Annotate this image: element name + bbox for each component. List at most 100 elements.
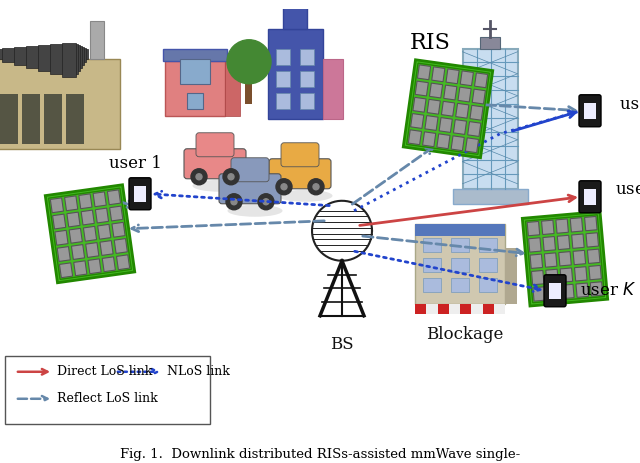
Bar bbox=[415, 224, 505, 236]
Bar bbox=[572, 234, 584, 248]
Bar bbox=[44, 94, 62, 144]
Bar bbox=[427, 100, 440, 114]
Bar bbox=[79, 194, 92, 209]
Bar bbox=[2, 48, 86, 62]
Bar bbox=[423, 258, 441, 272]
Bar bbox=[460, 304, 471, 314]
Text: user $K$: user $K$ bbox=[580, 282, 636, 299]
Bar bbox=[451, 258, 469, 272]
Bar bbox=[453, 119, 467, 134]
Bar bbox=[300, 49, 314, 65]
Bar bbox=[74, 261, 87, 275]
Bar bbox=[275, 93, 289, 109]
Bar bbox=[55, 231, 68, 245]
Bar bbox=[429, 83, 443, 98]
FancyBboxPatch shape bbox=[269, 159, 331, 189]
Bar bbox=[446, 69, 459, 84]
Bar bbox=[451, 278, 469, 292]
Bar bbox=[268, 29, 323, 119]
FancyBboxPatch shape bbox=[231, 158, 269, 182]
Circle shape bbox=[308, 179, 324, 195]
Bar bbox=[413, 97, 426, 112]
Bar bbox=[474, 73, 488, 88]
Bar bbox=[300, 71, 314, 87]
Bar bbox=[114, 238, 127, 253]
Bar bbox=[451, 238, 469, 252]
Bar bbox=[589, 265, 602, 280]
Bar bbox=[62, 43, 76, 77]
Bar bbox=[417, 65, 431, 80]
Circle shape bbox=[258, 194, 274, 210]
Bar bbox=[438, 304, 449, 314]
Bar bbox=[225, 61, 240, 116]
Bar bbox=[165, 61, 225, 116]
Bar bbox=[483, 304, 493, 314]
Bar bbox=[67, 212, 80, 227]
Bar bbox=[98, 225, 111, 239]
Bar bbox=[468, 122, 481, 137]
Bar bbox=[26, 46, 82, 68]
Circle shape bbox=[191, 169, 207, 185]
Bar bbox=[408, 130, 422, 144]
Bar bbox=[45, 185, 135, 283]
Ellipse shape bbox=[227, 205, 282, 217]
Circle shape bbox=[196, 174, 202, 180]
Bar bbox=[275, 49, 289, 65]
Bar bbox=[432, 67, 445, 81]
Bar bbox=[493, 304, 505, 314]
Bar bbox=[300, 93, 314, 109]
Circle shape bbox=[228, 174, 234, 180]
Bar bbox=[180, 59, 210, 84]
Bar bbox=[471, 304, 483, 314]
Bar bbox=[51, 198, 63, 213]
Bar bbox=[108, 190, 120, 205]
Bar bbox=[415, 304, 426, 314]
Circle shape bbox=[226, 194, 242, 210]
Bar bbox=[425, 116, 438, 131]
Circle shape bbox=[263, 199, 269, 205]
Bar bbox=[403, 60, 493, 158]
Bar bbox=[100, 241, 113, 256]
FancyBboxPatch shape bbox=[184, 149, 246, 179]
Bar bbox=[163, 49, 227, 61]
Bar bbox=[93, 192, 106, 206]
Text: user 2: user 2 bbox=[620, 96, 640, 113]
Bar bbox=[452, 189, 527, 204]
Bar bbox=[187, 93, 203, 109]
Bar bbox=[480, 37, 500, 49]
Bar bbox=[541, 220, 554, 235]
Bar bbox=[525, 215, 604, 303]
Bar bbox=[545, 253, 557, 267]
Bar bbox=[470, 106, 483, 120]
Bar bbox=[14, 47, 84, 65]
Bar bbox=[561, 284, 574, 299]
FancyBboxPatch shape bbox=[579, 181, 601, 213]
FancyBboxPatch shape bbox=[129, 178, 151, 210]
Bar bbox=[573, 250, 586, 265]
Bar bbox=[522, 212, 608, 306]
Bar bbox=[422, 132, 436, 147]
Bar bbox=[116, 255, 130, 269]
Bar bbox=[570, 218, 583, 232]
Bar bbox=[275, 71, 289, 87]
Bar bbox=[527, 221, 540, 236]
Bar bbox=[72, 244, 84, 259]
Text: NLoS link: NLoS link bbox=[167, 365, 230, 378]
Text: RIS: RIS bbox=[410, 32, 451, 54]
Bar bbox=[0, 59, 120, 149]
Circle shape bbox=[223, 169, 239, 185]
Ellipse shape bbox=[193, 180, 248, 192]
Bar bbox=[472, 89, 485, 104]
Bar bbox=[437, 134, 450, 149]
Text: Direct LoS link: Direct LoS link bbox=[57, 365, 152, 378]
Bar bbox=[60, 263, 72, 278]
Text: BS: BS bbox=[330, 336, 354, 353]
Bar bbox=[0, 94, 18, 144]
Bar bbox=[415, 224, 505, 304]
Bar bbox=[406, 63, 490, 154]
Bar bbox=[543, 237, 556, 251]
Bar bbox=[426, 304, 438, 314]
Ellipse shape bbox=[278, 190, 333, 202]
Bar bbox=[50, 44, 78, 74]
Bar bbox=[69, 228, 83, 243]
